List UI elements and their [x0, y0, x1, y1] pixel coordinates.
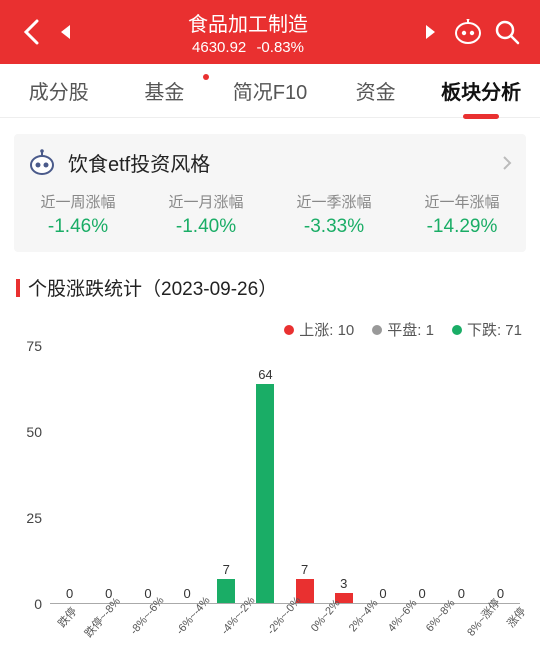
bar-value-label: 7	[223, 562, 230, 577]
tab-3[interactable]: 资金	[323, 76, 429, 105]
y-axis: 0255075	[16, 346, 46, 604]
sector-quote: 4630.92 -0.83%	[82, 39, 414, 56]
bar	[256, 384, 274, 603]
style-card: 饮食etf投资风格 近一周涨幅 -1.46%近一月涨幅 -1.40%近一季涨幅 -3.…	[14, 134, 526, 252]
app-header: 食品加工制造 4630.92 -0.83%	[0, 0, 540, 64]
metric-label: 近一年涨幅	[398, 191, 526, 212]
assistant-icon[interactable]	[448, 19, 488, 45]
metric-value: -1.40%	[142, 216, 270, 238]
metric-value: -1.46%	[14, 216, 142, 238]
chart-plot-area: 0 0 0 0 7 64 7 3 0 0 0 0	[50, 346, 520, 604]
bar-value-label: 0	[379, 586, 386, 601]
metric-value: -14.29%	[398, 216, 526, 238]
bar-value-label: 0	[458, 586, 465, 601]
tab-1[interactable]: 基金	[112, 76, 218, 105]
bar-column: 0	[128, 346, 167, 603]
y-tick: 50	[26, 424, 42, 440]
bar-value-label: 64	[258, 367, 272, 382]
bar-column: 0	[363, 346, 402, 603]
x-tick-label: -4%~-2%	[219, 595, 274, 652]
chart-legend: 上涨: 10 平盘: 1 下跌: 71	[18, 319, 522, 340]
back-icon[interactable]	[14, 19, 48, 45]
legend-item: 平盘: 1	[372, 319, 434, 340]
index-value: 4630.92	[192, 39, 246, 56]
bar-column: 3	[324, 346, 363, 603]
style-card-title: 饮食etf投资风格	[68, 148, 502, 177]
search-icon[interactable]	[488, 19, 526, 45]
metric[interactable]: 近一月涨幅 -1.40%	[142, 191, 270, 238]
bar-column: 0	[442, 346, 481, 603]
bar-value-label: 0	[183, 586, 190, 601]
metric-label: 近一季涨幅	[270, 191, 398, 212]
bar-value-label: 0	[144, 586, 151, 601]
bar-value-label: 7	[301, 562, 308, 577]
metric-value: -3.33%	[270, 216, 398, 238]
bar-value-label: 0	[419, 586, 426, 601]
index-change: -0.83%	[256, 39, 304, 56]
prev-sector-icon[interactable]	[48, 23, 82, 41]
style-card-metrics: 近一周涨幅 -1.46%近一月涨幅 -1.40%近一季涨幅 -3.33%近一年涨幅 -1…	[14, 191, 526, 252]
metric-label: 近一周涨幅	[14, 191, 142, 212]
bar-column: 64	[246, 346, 285, 603]
bar-column: 7	[285, 346, 324, 603]
x-axis-labels: 跌停跌停~-8%-8%~-6%-6%~-4%-4%~-2%-2%~-0%0%~2…	[50, 604, 520, 646]
next-sector-icon[interactable]	[414, 23, 448, 41]
tab-4[interactable]: 板块分析	[428, 76, 534, 105]
stats-section-title: 个股涨跌统计（2023-09-26）	[16, 274, 524, 301]
y-tick: 75	[26, 338, 42, 354]
metric[interactable]: 近一周涨幅 -1.46%	[14, 191, 142, 238]
tabs-bar: 成分股基金简况F10资金板块分析	[0, 64, 540, 118]
bar-value-label: 3	[340, 576, 347, 591]
metric-label: 近一月涨幅	[142, 191, 270, 212]
y-tick: 25	[26, 510, 42, 526]
x-tick-label: -6%~-4%	[174, 595, 229, 652]
bar-column: 0	[168, 346, 207, 603]
chevron-right-icon	[502, 155, 512, 171]
sector-name: 食品加工制造	[82, 8, 414, 37]
y-tick: 0	[34, 596, 42, 612]
bar-column: 0	[481, 346, 520, 603]
tab-0[interactable]: 成分股	[6, 76, 112, 105]
header-title-block[interactable]: 食品加工制造 4630.92 -0.83%	[82, 8, 414, 56]
stats-chart: 0255075 0000764730000 跌停跌停~-8%-8%~-6%-6%…	[16, 346, 524, 646]
metric[interactable]: 近一年涨幅 -14.29%	[398, 191, 526, 238]
metric[interactable]: 近一季涨幅 -3.33%	[270, 191, 398, 238]
legend-item: 下跌: 71	[452, 319, 522, 340]
bar-value-label: 0	[497, 586, 504, 601]
bar-column: 7	[207, 346, 246, 603]
bar-column: 0	[50, 346, 89, 603]
tab-2[interactable]: 简况F10	[217, 76, 323, 105]
style-card-header[interactable]: 饮食etf投资风格	[14, 134, 526, 191]
x-tick-label: -8%~-6%	[128, 595, 183, 652]
bar-column: 0	[403, 346, 442, 603]
robot-icon	[28, 149, 56, 177]
bar-value-label: 0	[66, 586, 73, 601]
legend-item: 上涨: 10	[284, 319, 354, 340]
bar-column: 0	[89, 346, 128, 603]
bar	[217, 579, 235, 603]
